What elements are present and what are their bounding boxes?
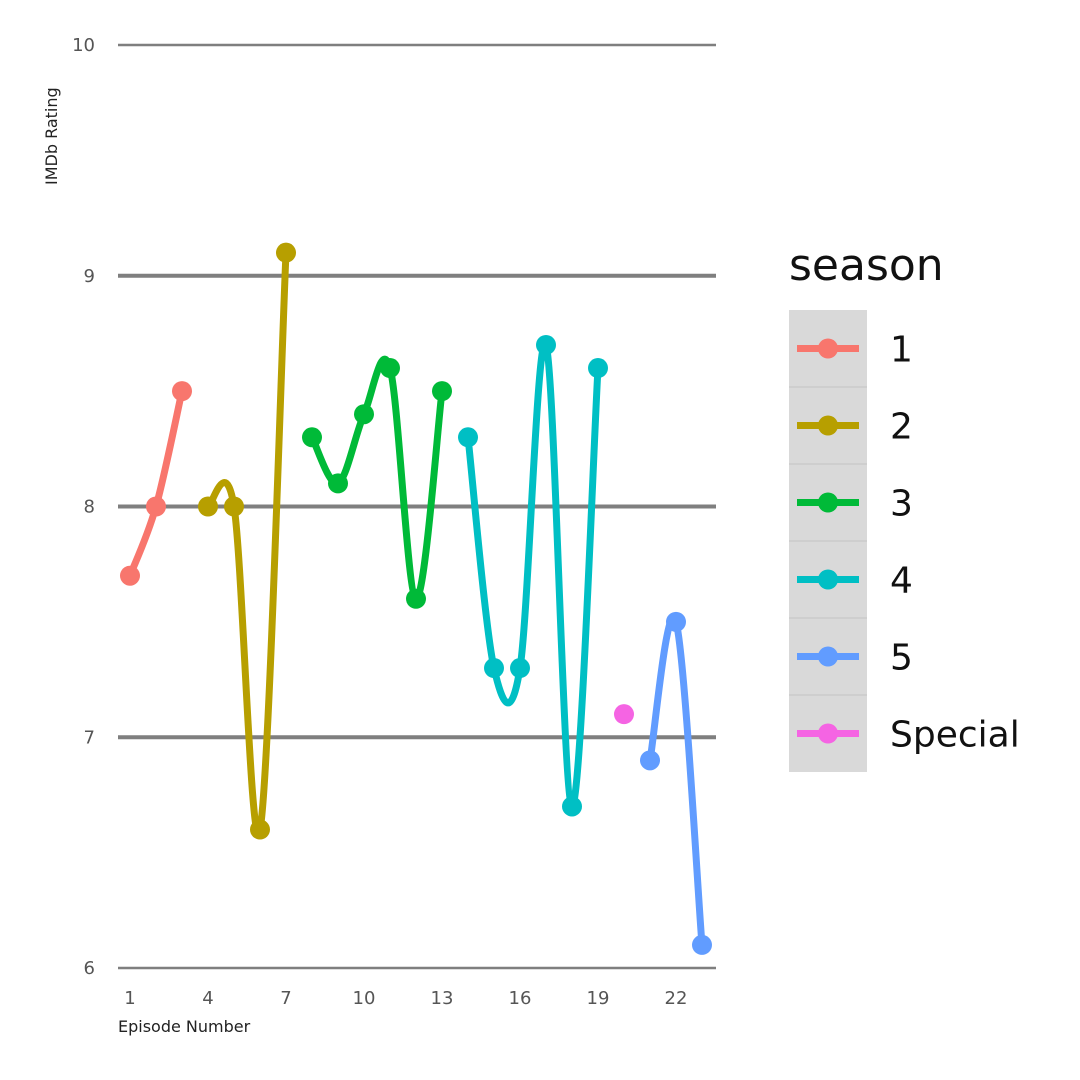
data-point-4-ep19: [588, 358, 608, 379]
legend-label-Special: Special: [890, 715, 1020, 756]
data-point-Special-ep20: [614, 704, 634, 725]
y-tick-label-10: 10: [72, 35, 95, 56]
legend-key-point-4: [818, 569, 838, 590]
data-point-5-ep22: [666, 611, 686, 632]
data-point-3-ep9: [328, 473, 348, 494]
series-5: [640, 611, 712, 955]
y-axis-ticks: 6 7 8 9 10: [72, 35, 95, 979]
data-point-2-ep7: [276, 242, 296, 263]
legend-label-5: 5: [890, 638, 913, 679]
series-Special: [614, 704, 634, 725]
x-tick-label-1: 1: [124, 988, 135, 1009]
y-tick-label-8: 8: [84, 497, 95, 518]
x-axis-ticks: 1 4 7 10 13 16 19 22: [124, 988, 687, 1009]
data-point-3-ep13: [432, 381, 452, 402]
legend-key-point-1: [818, 338, 838, 359]
x-tick-label-16: 16: [509, 988, 532, 1009]
legend-key-point-Special: [818, 723, 838, 744]
y-tick-label-6: 6: [84, 958, 95, 979]
series-line-1: [126, 387, 186, 580]
legend-label-1: 1: [890, 330, 913, 371]
data-point-2-ep4: [198, 496, 218, 517]
data-point-4-ep16: [510, 658, 530, 679]
data-point-3-ep8: [302, 427, 322, 448]
data-point-2-ep6: [250, 819, 270, 840]
series-2: [198, 242, 296, 840]
x-axis-title: Episode Number: [118, 1017, 251, 1036]
data-point-4-ep14: [458, 427, 478, 448]
legend-key-point-2: [818, 415, 838, 436]
series-line-5: [646, 614, 706, 949]
legend-key-point-5: [818, 646, 838, 667]
data-point-1-ep2: [146, 496, 166, 517]
series-3: [302, 355, 452, 609]
data-point-4-ep15: [484, 658, 504, 679]
x-tick-label-22: 22: [665, 988, 688, 1009]
x-tick-label-19: 19: [587, 988, 610, 1009]
data-point-3-ep11: [380, 358, 400, 379]
data-point-1-ep1: [120, 565, 140, 586]
data-point-1-ep3: [172, 381, 192, 402]
data-point-5-ep21: [640, 750, 660, 771]
legend-key-point-3: [818, 492, 838, 513]
series-4: [458, 334, 608, 817]
data-point-4-ep18: [562, 796, 582, 817]
y-tick-label-9: 9: [84, 266, 95, 287]
x-tick-label-13: 13: [431, 988, 454, 1009]
series-1: [120, 381, 192, 586]
legend-label-2: 2: [890, 407, 913, 448]
data-point-5-ep23: [692, 934, 712, 955]
data-point-4-ep17: [536, 334, 556, 355]
series-layer: [120, 242, 712, 955]
x-tick-label-4: 4: [202, 988, 213, 1009]
legend-label-3: 3: [890, 484, 913, 525]
data-point-2-ep5: [224, 496, 244, 517]
x-tick-label-7: 7: [280, 988, 291, 1009]
legend-label-4: 4: [890, 561, 913, 602]
series-line-2: [204, 249, 290, 837]
y-axis-title: IMDb Rating: [42, 87, 61, 185]
data-point-3-ep10: [354, 404, 374, 425]
x-tick-label-10: 10: [353, 988, 376, 1009]
y-tick-label-7: 7: [84, 727, 95, 748]
data-point-3-ep12: [406, 588, 426, 609]
legend-title: season: [789, 240, 944, 291]
legend: 1 2 3 4 5 Special: [789, 310, 1020, 772]
